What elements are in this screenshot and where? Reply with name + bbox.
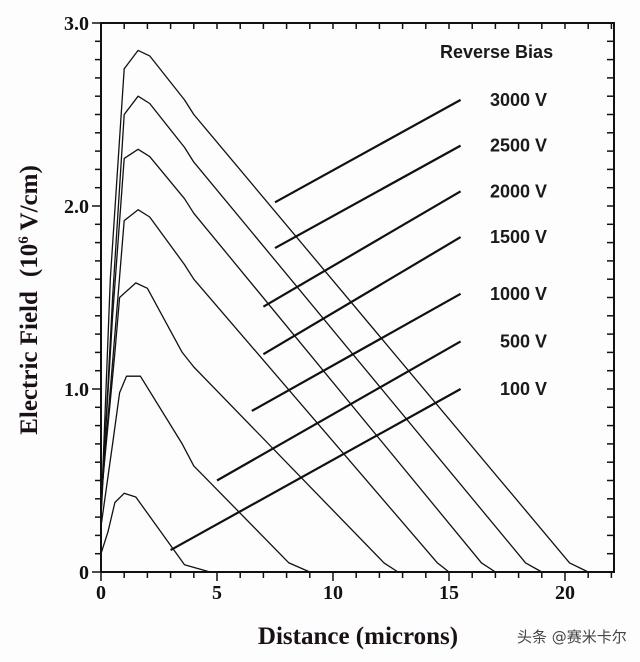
x-tick-label: 5 (212, 582, 222, 604)
x-tick-label: 0 (96, 582, 106, 604)
tick-labels: 0 5 10 15 20 0 1.0 2.0 3.0 (64, 13, 575, 604)
x-tick-label: 15 (439, 582, 459, 604)
legend-line-100-v (170, 388, 462, 552)
y-axis-unit-suffix: V/cm) (16, 165, 43, 236)
y-axis-title: Electric Field (106 V/cm) (16, 165, 43, 435)
watermark: 头条 @赛米卡尔 (517, 628, 627, 646)
x-axis-title: Distance (microns) (258, 623, 458, 650)
y-axis-unit-prefix: (10 (16, 244, 43, 277)
curve-2500-v (100, 95, 543, 573)
legend-title: Reverse Bias (440, 42, 553, 62)
legend-line-2000-v (262, 190, 462, 308)
legend-label: 100 V (500, 379, 547, 399)
curve-2000-v (100, 148, 496, 573)
legend-label: 2000 V (490, 181, 547, 201)
x-tick-label: 20 (555, 582, 575, 604)
x-tick-label: 10 (323, 582, 343, 604)
legend-label: 1500 V (490, 227, 547, 247)
legend-line-2500-v (274, 144, 462, 250)
legend-label: 500 V (500, 331, 547, 351)
legend-label: 3000 V (490, 90, 547, 110)
legend-line-500-v (216, 340, 462, 482)
legend-line-1000-v (251, 292, 462, 412)
curve-1500-v (100, 209, 450, 573)
y-axis-label: Electric Field (16, 291, 43, 435)
y-tick-label: 1.0 (64, 379, 89, 401)
curve-3000-v (100, 49, 589, 573)
y-tick-label: 3.0 (64, 13, 89, 35)
y-tick-label: 0 (79, 562, 89, 584)
legend-label: 1000 V (490, 284, 547, 304)
curve-1000-v (100, 282, 399, 573)
y-tick-label: 2.0 (64, 196, 89, 218)
curve-500-v (100, 375, 311, 573)
legend-line-1500-v (262, 236, 462, 356)
y-axis-unit-exponent: 6 (16, 236, 32, 244)
legend-label: 2500 V (490, 136, 547, 156)
legend: Reverse Bias 3000 V 2500 V 2000 V 1500 V 100… (170, 42, 553, 552)
curves (100, 49, 589, 573)
axis-ticks (92, 22, 614, 581)
curve-100-v (100, 492, 211, 573)
legend-line-3000-v (274, 98, 462, 204)
